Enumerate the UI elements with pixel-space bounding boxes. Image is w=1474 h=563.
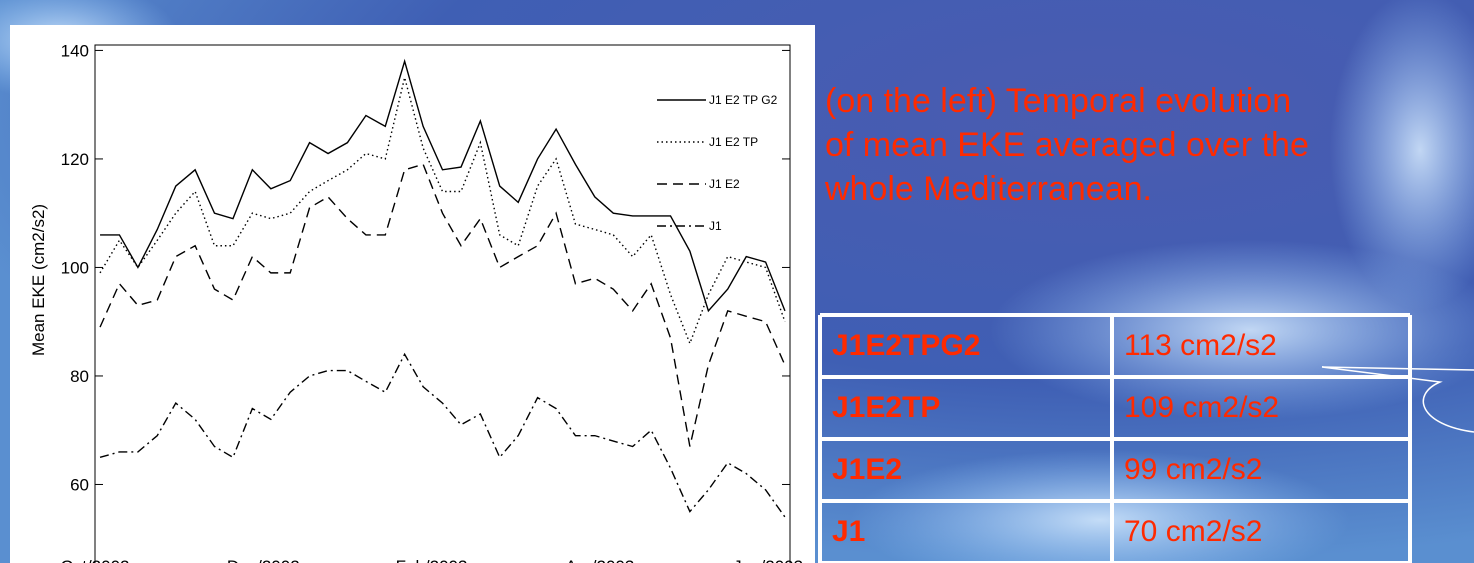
x-tick-label: Feb/2003: [396, 557, 468, 563]
table-row-label: J1E2: [832, 453, 902, 486]
y-axis-label: Mean EKE (cm2/s2): [29, 204, 48, 356]
description-line: whole Mediterranean.: [824, 170, 1152, 208]
x-tick-label: Oct/2002: [61, 557, 130, 563]
y-tick-label: 120: [61, 150, 89, 169]
table-row-label: J1E2TPG2: [832, 329, 980, 362]
legend-label: J1 E2 TP: [709, 135, 758, 149]
table-cell: 70 cm2/s2: [1124, 515, 1262, 548]
x-tick-label: Apr/2003: [565, 557, 634, 563]
y-tick-label: 100: [61, 258, 89, 277]
table-cell: 113 cm2/s2: [1124, 329, 1277, 362]
y-tick-label: 60: [70, 475, 89, 494]
description-line: (on the left) Temporal evolution: [825, 82, 1291, 120]
legend-label: J1: [709, 219, 722, 233]
y-tick-label: 140: [61, 41, 89, 60]
x-tick-label: Dec/2002: [227, 557, 300, 563]
x-tick-label: Jun/2003: [733, 557, 803, 563]
description-line: of mean EKE averaged over the: [825, 126, 1309, 164]
table-cell: 99 cm2/s2: [1124, 453, 1262, 486]
legend-label: J1 E2 TP G2: [709, 93, 778, 107]
y-tick-label: 80: [70, 367, 89, 386]
slide: 60 80 100 120 140 Oct/2002 Dec/2002 Feb/2003 Apr…: [0, 0, 1474, 563]
table-row-label: J1: [832, 515, 865, 548]
table-row-label: J1E2TP: [832, 391, 940, 424]
page: 60 80 100 120 140 Oct/2002 Dec/2002 Feb/2003 Apr…: [0, 0, 1474, 563]
legend-label: J1 E2: [709, 177, 740, 191]
table-cell: 109 cm2/s2: [1124, 391, 1279, 424]
